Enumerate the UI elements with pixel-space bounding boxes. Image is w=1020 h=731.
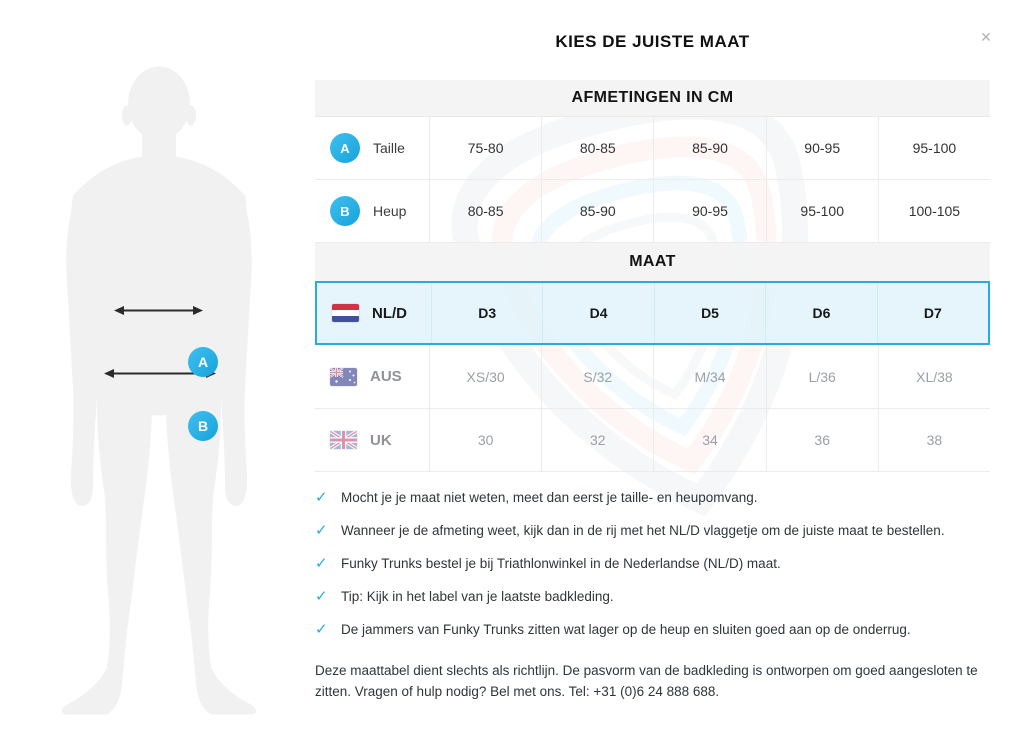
waist-arrow [114,306,203,315]
nld-size: D5 [653,283,765,343]
nld-size: D4 [542,283,653,343]
list-item: ✓ Tip: Kijk in het label van je laatste … [315,586,1007,607]
taille-value: 85-90 [653,117,765,179]
taille-value: 90-95 [765,117,878,179]
tips-list: ✓ Mocht je je maat niet weten, meet dan … [315,487,1007,652]
check-icon: ✓ [315,522,328,539]
nld-size: D7 [876,283,988,343]
region-label: NL/D [372,304,407,322]
aus-size: L/36 [765,345,878,408]
close-icon[interactable]: ✕ [980,28,992,45]
measurement-label: Taille [373,140,405,156]
aus-size: S/32 [541,345,653,408]
uk-size: 30 [429,409,541,471]
marker-b-badge: B [188,411,218,441]
list-item: ✓ Mocht je je maat niet weten, meet dan … [315,487,1007,508]
nld-size: D6 [765,283,876,343]
measurement-row-taille: A Taille 75-80 80-85 85-90 90-95 95-100 [315,117,990,180]
measurements-header: AFMETINGEN IN CM [315,80,990,117]
marker-a-badge: A [188,347,218,377]
list-item: ✓ Funky Trunks bestel je bij Triathlonwi… [315,553,1007,574]
aus-size: XL/38 [877,345,990,408]
uk-size: 36 [765,409,878,471]
heup-value: 90-95 [653,180,765,242]
list-item: ✓ De jammers van Funky Trunks zitten wat… [315,619,1007,640]
netherlands-flag-icon [332,304,359,322]
dialog-title: KIES DE JUISTE MAAT [555,32,750,51]
tip-text: Funky Trunks bestel je bij Triathlonwink… [341,556,781,571]
check-icon: ✓ [315,621,328,638]
region-label: UK [370,431,392,449]
size-header: MAAT [315,243,990,281]
size-row-nld-highlighted: NL/D D3 D4 D5 D6 D7 [315,281,990,345]
body-silhouette [61,66,257,715]
heup-value: 85-90 [541,180,653,242]
size-table: AFMETINGEN IN CM A Taille 75-80 80-85 85… [315,80,990,472]
marker-a-badge: A [330,133,360,163]
measurement-label: Heup [373,203,407,219]
list-item: ✓ Wanneer je de afmeting weet, kijk dan … [315,520,1007,541]
heup-value: 95-100 [765,180,878,242]
taille-value: 80-85 [541,117,653,179]
tip-text: Mocht je je maat niet weten, meet dan ee… [341,490,758,505]
heup-value: 100-105 [877,180,990,242]
uk-size: 32 [541,409,653,471]
tip-text: De jammers van Funky Trunks zitten wat l… [341,622,911,637]
tip-text: Wanneer je de afmeting weet, kijk dan in… [341,523,945,538]
aus-size: M/34 [653,345,765,408]
check-icon: ✓ [315,555,328,572]
check-icon: ✓ [315,489,328,506]
taille-value: 75-80 [429,117,541,179]
region-label: AUS [370,368,402,385]
size-row-uk: UK 30 32 34 36 38 [315,409,990,472]
body-measurement-figure: A B [45,55,275,720]
nld-size: D3 [431,283,542,343]
measurement-row-heup: B Heup 80-85 85-90 90-95 95-100 100-105 [315,180,990,243]
uk-size: 34 [653,409,765,471]
disclaimer-text: Deze maattabel dient slechts als richtli… [315,663,978,699]
tip-text: Tip: Kijk in het label van je laatste ba… [341,589,614,604]
australia-flag-icon [330,367,357,386]
united-kingdom-flag-icon [330,431,357,449]
size-row-aus: AUS XS/30 S/32 M/34 L/36 XL/38 [315,345,990,409]
marker-b-badge: B [330,196,360,226]
heup-value: 80-85 [429,180,541,242]
uk-size: 38 [877,409,990,471]
taille-value: 95-100 [877,117,990,179]
aus-size: XS/30 [429,345,541,408]
check-icon: ✓ [315,588,328,605]
